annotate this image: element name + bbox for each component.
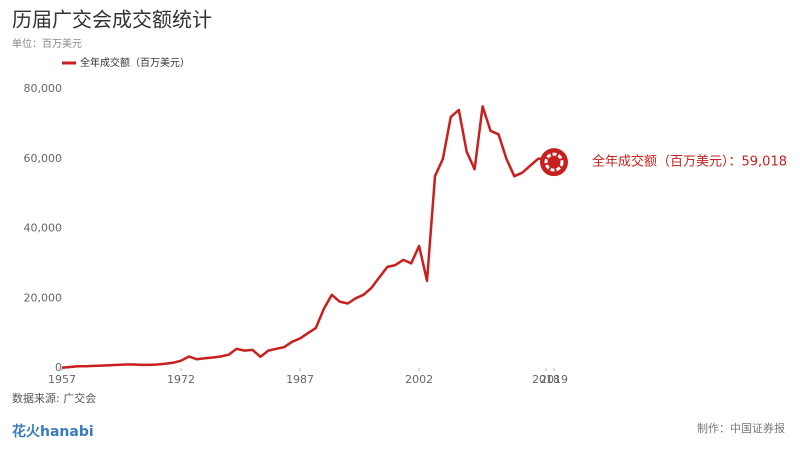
logo: 花火hanabi — [12, 423, 94, 440]
credit: 制作：中国证券报 — [697, 421, 785, 435]
legend-label: 全年成交额（百万美元） — [80, 56, 190, 69]
end-marker-inner — [544, 152, 564, 172]
x-tick-label: 1987 — [286, 373, 314, 386]
y-tick-label: 20,000 — [24, 291, 63, 304]
line-series — [61, 105, 555, 369]
x-tick-label: 2019 — [540, 373, 568, 386]
y-tick-label: 40,000 — [24, 222, 63, 235]
x-tick-label: 2018 — [532, 373, 560, 386]
source: 数据来源: 广交会 — [12, 391, 96, 405]
x-tick-label: 2002 — [405, 373, 433, 386]
annotation: 全年成交额（百万美元）：59,018 — [592, 154, 787, 170]
x-tick-label: 1957 — [48, 373, 76, 386]
y-tick-label: 80,000 — [24, 82, 63, 95]
x-tick-label: 1972 — [167, 373, 195, 386]
chart-subtitle: 单位：百万美元 — [12, 37, 82, 50]
end-marker — [540, 148, 568, 177]
chart-title: 历届广交会成交额统计 — [12, 8, 212, 32]
y-tick-label: 60,000 — [24, 152, 63, 165]
